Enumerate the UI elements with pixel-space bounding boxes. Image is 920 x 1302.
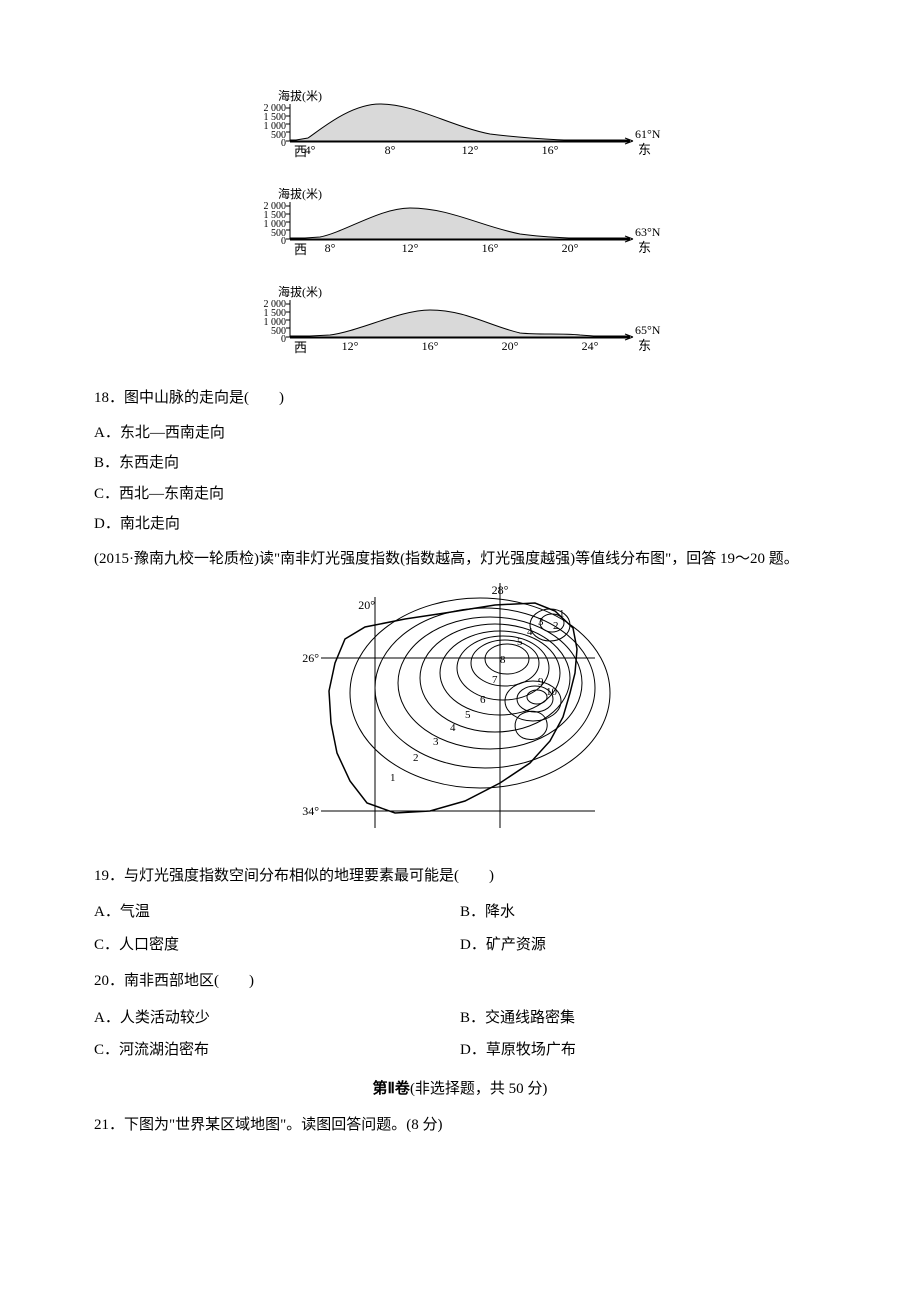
svg-text:0: 0 [281,334,286,345]
svg-text:西: 西 [294,340,307,355]
q19-opt-b: B．降水 [460,898,826,927]
axis-title-1: 海拔(米) [278,90,322,103]
svg-text:西: 西 [294,144,307,159]
svg-text:20°: 20° [502,339,519,353]
section-2-title: 第Ⅱ卷(非选择题，共 50 分) [94,1075,826,1104]
svg-text:3: 3 [538,616,544,628]
svg-text:1: 1 [390,772,396,784]
q20-opt-d: D．草原牧场广布 [460,1036,826,1065]
svg-text:海拔(米): 海拔(米) [278,286,322,299]
q18-opt-d: D．南北走向 [94,510,826,539]
section-2-rest: (非选择题，共 50 分) [410,1081,548,1097]
svg-text:海拔(米): 海拔(米) [278,188,322,201]
svg-text:20°: 20° [358,598,375,612]
svg-text:63°N: 63°N [635,225,661,239]
svg-text:东: 东 [638,142,651,157]
svg-text:16°: 16° [482,241,499,255]
svg-text:5: 5 [465,709,471,721]
profile-svg-61n: 海拔(米) 2 000 1 500 1 000 500 0 4° 8° 12° … [250,90,670,170]
section-2-bold: 第Ⅱ卷 [373,1080,410,1097]
q19-opt-a: A．气温 [94,898,460,927]
svg-text:7: 7 [492,674,498,686]
svg-text:26°: 26° [302,651,319,665]
q19-opt-d: D．矿产资源 [460,931,826,960]
svg-text:28°: 28° [492,583,509,597]
svg-text:65°N: 65°N [635,323,661,337]
svg-text:3: 3 [433,736,439,748]
svg-text:2: 2 [413,752,419,764]
svg-text:西: 西 [294,242,307,257]
svg-text:16°: 16° [542,143,559,157]
elevation-profiles: 海拔(米) 2 000 1 500 1 000 500 0 4° 8° 12° … [250,90,670,366]
q20-opt-b: B．交通线路密集 [460,1004,826,1033]
svg-text:34°: 34° [302,804,319,818]
svg-text:12°: 12° [402,241,419,255]
q18-opt-c: C．西北—东南走向 [94,480,826,509]
svg-text:61°N: 61°N [635,127,661,141]
profile-63n: 海拔(米) 2 000 1 500 1 000 500 0 8° 12° 16°… [250,188,670,268]
q21-stem: 21．下图为"世界某区域地图"。读图回答问题。(8 分) [94,1111,826,1140]
svg-text:0: 0 [281,236,286,247]
q18-stem: 18．图中山脉的走向是( ) [94,384,826,413]
svg-text:6: 6 [480,694,486,706]
profile-svg-65n: 海拔(米) 2 000 1 500 1 000 500 0 12° 16° 20… [250,286,670,366]
svg-text:8°: 8° [325,241,336,255]
q19-intro: (2015·豫南九校一轮质检)读"南非灯光强度指数(指数越高，灯光强度越强)等值… [94,545,826,574]
svg-text:东: 东 [638,240,651,255]
svg-text:4: 4 [527,626,533,638]
svg-text:12°: 12° [462,143,479,157]
svg-text:9: 9 [538,676,544,688]
q19-stem: 19．与灯光强度指数空间分布相似的地理要素最可能是( ) [94,862,826,891]
profile-svg-63n: 海拔(米) 2 000 1 500 1 000 500 0 8° 12° 16°… [250,188,670,268]
map-svg: 20° 28° 26° 34° 1 2 3 4 5 6 7 8 9 10 1 [295,583,625,843]
svg-text:4: 4 [450,722,456,734]
q20-opt-a: A．人类活动较少 [94,1004,460,1033]
q19-opt-c: C．人口密度 [94,931,460,960]
profile-61n: 海拔(米) 2 000 1 500 1 000 500 0 4° 8° 12° … [250,90,670,170]
svg-text:5: 5 [517,636,523,648]
svg-text:8°: 8° [385,143,396,157]
svg-text:10: 10 [546,686,558,698]
svg-text:0: 0 [281,138,286,149]
svg-text:12°: 12° [342,339,359,353]
profile-65n: 海拔(米) 2 000 1 500 1 000 500 0 12° 16° 20… [250,286,670,366]
q18-opt-b: B．东西走向 [94,449,826,478]
svg-text:20°: 20° [562,241,579,255]
q18-opt-a: A．东北—西南走向 [94,419,826,448]
svg-text:8: 8 [500,654,506,666]
svg-text:16°: 16° [422,339,439,353]
q20-opt-c: C．河流湖泊密布 [94,1036,460,1065]
svg-text:24°: 24° [582,339,599,353]
q20-stem: 20．南非西部地区( ) [94,967,826,996]
svg-text:2: 2 [553,620,559,632]
svg-text:1: 1 [559,608,565,620]
svg-text:东: 东 [638,338,651,353]
south-africa-map: 20° 28° 26° 34° 1 2 3 4 5 6 7 8 9 10 1 [295,583,625,854]
